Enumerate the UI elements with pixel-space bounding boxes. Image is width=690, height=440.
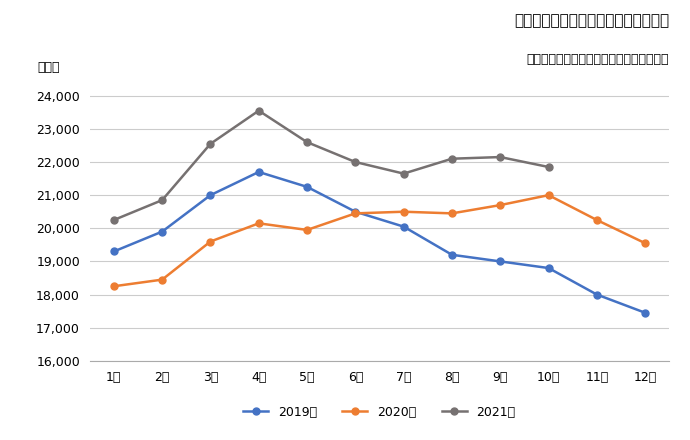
Text: 建設技能工の有効求職者数の月別推移: 建設技能工の有効求職者数の月別推移	[514, 13, 669, 28]
2021年	[351, 159, 359, 165]
2019年	[400, 224, 408, 229]
2020年	[400, 209, 408, 214]
2020年	[110, 284, 118, 289]
Line: 2021年: 2021年	[110, 107, 552, 224]
2020年	[255, 221, 263, 226]
2019年	[303, 184, 311, 190]
2019年	[544, 265, 553, 271]
2021年	[303, 139, 311, 145]
2019年	[351, 209, 359, 214]
2019年	[496, 259, 504, 264]
2019年	[206, 193, 215, 198]
2021年	[158, 198, 166, 203]
2019年	[641, 310, 649, 315]
2019年	[593, 292, 601, 297]
2020年	[544, 193, 553, 198]
Text: 厚生労働省「一般職業紹介状況」より作成: 厚生労働省「一般職業紹介状況」より作成	[526, 53, 669, 66]
2020年	[206, 239, 215, 244]
2020年	[351, 211, 359, 216]
2019年	[110, 249, 118, 254]
2021年	[400, 171, 408, 176]
2021年	[206, 141, 215, 147]
2020年	[496, 202, 504, 208]
2019年	[158, 229, 166, 234]
2020年	[158, 277, 166, 282]
2019年	[448, 252, 456, 257]
Line: 2020年: 2020年	[110, 192, 649, 290]
2021年	[544, 165, 553, 170]
2020年	[303, 227, 311, 233]
2021年	[496, 154, 504, 160]
2020年	[448, 211, 456, 216]
Line: 2019年: 2019年	[110, 169, 649, 316]
2020年	[593, 217, 601, 223]
Text: （人）: （人）	[37, 61, 60, 73]
Legend: 2019年, 2020年, 2021年: 2019年, 2020年, 2021年	[238, 401, 521, 424]
2019年	[255, 169, 263, 175]
2021年	[255, 108, 263, 114]
2020年	[641, 241, 649, 246]
2021年	[448, 156, 456, 161]
2021年	[110, 217, 118, 223]
